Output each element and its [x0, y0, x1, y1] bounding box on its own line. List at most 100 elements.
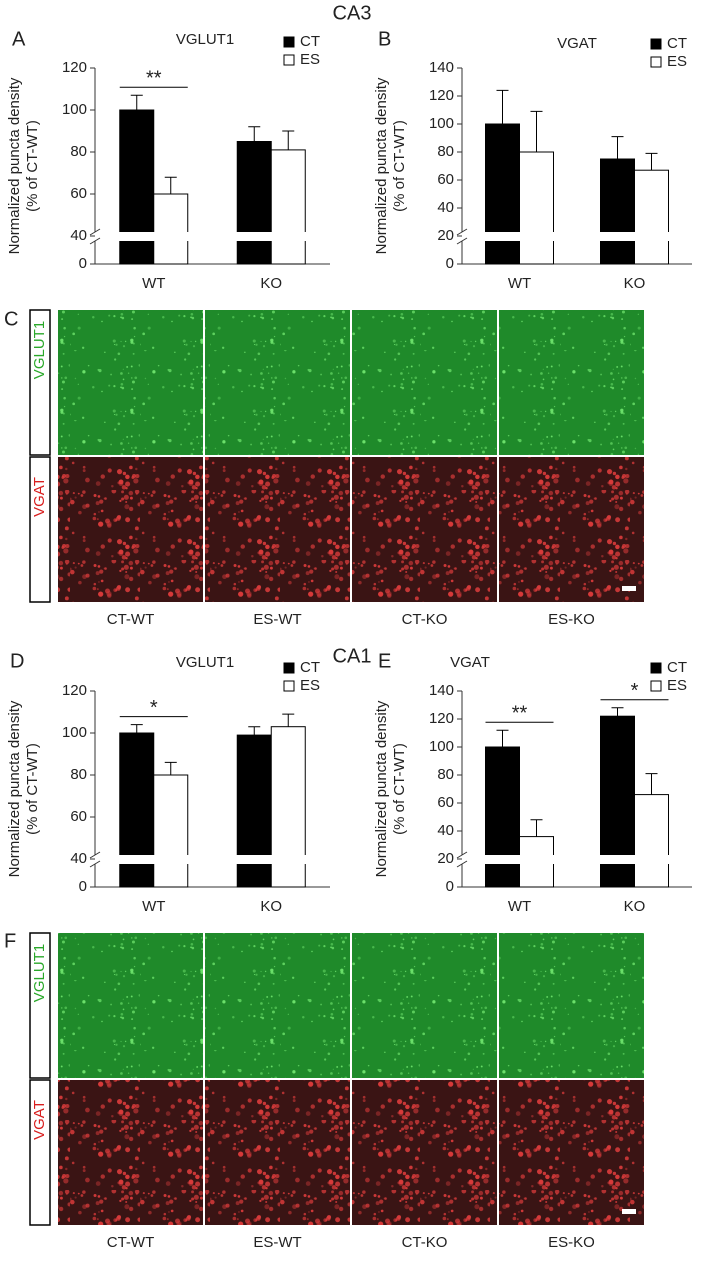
break-gap [118, 232, 189, 241]
bar [485, 746, 520, 888]
break-gap [599, 232, 670, 241]
error-bar [282, 130, 295, 150]
y-tick-label: 40 [437, 199, 454, 216]
break-gap [599, 855, 670, 864]
axis-break [89, 851, 101, 859]
axis-break [89, 860, 101, 868]
significance-label: * [631, 680, 639, 702]
bar [519, 151, 554, 265]
column-label: ES-WT [253, 1234, 301, 1251]
significance-label: * [150, 697, 158, 719]
column-label: CT-KO [402, 611, 448, 628]
y-tick-label: 120 [429, 87, 454, 104]
y-tick-label: 40 [70, 850, 87, 867]
column-label: ES-KO [548, 1234, 595, 1251]
y-axis-label: Normalized puncta density [373, 77, 390, 254]
break-gap [236, 855, 307, 864]
column-label: CT-WT [107, 611, 154, 628]
section-title: CA3 [333, 2, 372, 24]
row-label-box [29, 1079, 51, 1226]
axis-break [89, 237, 101, 245]
y-tick-label: 60 [437, 171, 454, 188]
panel-letter: A [12, 28, 26, 50]
y-tick-label: 80 [437, 143, 454, 160]
panel-letter: E [378, 650, 391, 672]
column-label: CT-WT [107, 1234, 154, 1251]
micrograph [205, 310, 350, 455]
micrograph [205, 1080, 350, 1225]
break-gap [236, 232, 307, 241]
y-tick-label: 60 [437, 794, 454, 811]
y-axis-label: Normalized puncta density [6, 700, 23, 877]
legend-label: CT [300, 659, 320, 676]
error-bar [530, 110, 543, 152]
micrograph [58, 310, 203, 455]
row-label: VGLUT1 [31, 944, 48, 1002]
break-gap [118, 855, 189, 864]
y-tick-label: 40 [70, 227, 87, 244]
bar [236, 734, 272, 888]
micrograph [499, 310, 644, 455]
micrograph [352, 1080, 497, 1225]
bar [270, 149, 306, 265]
y-tick-label: 100 [429, 115, 454, 132]
y-tick-label: 80 [70, 766, 87, 783]
micrograph [499, 933, 644, 1078]
error-bar [645, 152, 658, 171]
axis-break [456, 851, 468, 859]
legend-label: ES [667, 53, 687, 70]
error-bar [164, 176, 177, 194]
y-axis-label: (% of CT-WT) [391, 743, 408, 835]
axis-break [89, 228, 101, 236]
y-tick-label: 60 [70, 808, 87, 825]
x-tick-label: KO [260, 898, 282, 915]
y-tick-label: 0 [79, 878, 87, 895]
y-tick-label: 0 [79, 255, 87, 272]
bar [153, 774, 189, 888]
significance-label: ** [146, 68, 162, 90]
column-label: ES-KO [548, 611, 595, 628]
legend-swatch [283, 54, 295, 66]
panel-letter: D [10, 650, 24, 672]
chart-title: VGLUT1 [176, 31, 234, 48]
y-axis-label: (% of CT-WT) [24, 120, 41, 212]
chart-title: VGLUT1 [176, 654, 234, 671]
micrograph [499, 1080, 644, 1225]
chart-title: VGAT [557, 35, 597, 52]
y-tick-label: 80 [437, 766, 454, 783]
legend-label: CT [667, 659, 687, 676]
break-gap [484, 855, 555, 864]
bar [600, 158, 635, 265]
panel-letter: B [378, 28, 391, 50]
y-tick-label: 100 [62, 724, 87, 741]
y-tick-label: 100 [429, 738, 454, 755]
micrograph [499, 457, 644, 602]
row-label: VGAT [31, 477, 48, 517]
y-tick-label: 0 [446, 878, 454, 895]
error-bar [496, 89, 509, 124]
legend-label: CT [300, 33, 320, 50]
bar [485, 123, 520, 265]
y-axis-label: Normalized puncta density [6, 77, 23, 254]
legend-swatch [650, 56, 662, 68]
panel-letter: F [4, 930, 16, 952]
x-tick-label: WT [142, 898, 165, 915]
error-bar [611, 707, 624, 717]
row-label-box [29, 309, 51, 456]
micrograph [205, 457, 350, 602]
scale-bar [622, 1209, 636, 1214]
row-label-box [29, 456, 51, 603]
error-bar [611, 136, 624, 159]
micrograph [58, 457, 203, 602]
y-tick-label: 140 [429, 682, 454, 699]
legend-swatch [650, 38, 662, 50]
bar [153, 193, 189, 265]
y-axis-label: Normalized puncta density [373, 700, 390, 877]
scale-bar [622, 586, 636, 591]
break-gap [484, 232, 555, 241]
chart-title: VGAT [450, 654, 490, 671]
row-label: VGAT [31, 1100, 48, 1140]
section-title: CA1 [333, 645, 372, 667]
legend-swatch [283, 680, 295, 692]
error-bar [130, 94, 143, 110]
